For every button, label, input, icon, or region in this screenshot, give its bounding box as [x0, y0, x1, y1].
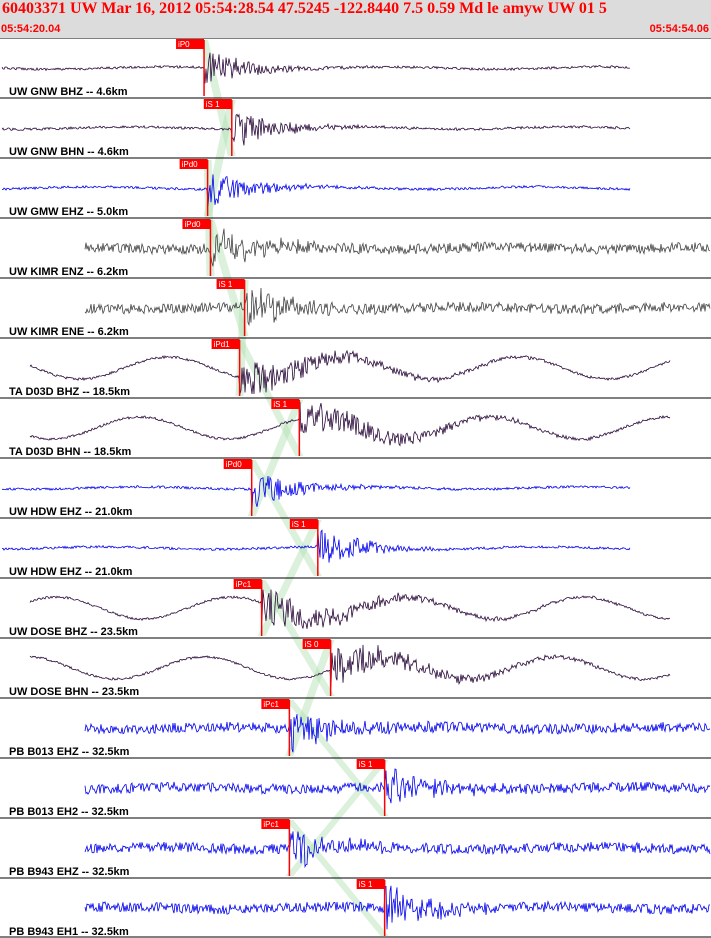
phase-pick-tag: [211, 339, 240, 349]
trace-station-label: PB B943 EH1 -- 32.5km: [9, 926, 129, 938]
seismogram-plot: iP0 UW GNW BHZ -- 4.6km iS 1 UW GNW BHN -- …: [0, 38, 711, 938]
seismic-trace: [84, 287, 711, 327]
phase-pick-label: iP0: [178, 40, 190, 49]
trace-station-label: UW DOSE BHN -- 23.5km: [9, 686, 139, 698]
trace-station-label: TA D03D BHN -- 18.5km: [9, 446, 131, 458]
phase-pick-label: iS 1: [359, 880, 373, 889]
phase-pick-tag: [179, 159, 208, 169]
phase-pick-tag: [223, 459, 252, 469]
seismic-trace: [84, 228, 711, 267]
seismic-trace: [29, 401, 671, 447]
trace-station-label: UW HDW EHZ -- 21.0km: [9, 506, 133, 518]
seismic-trace: [29, 589, 671, 629]
phase-pick-tag: [176, 39, 205, 49]
phase-pick-tag: [289, 519, 318, 529]
phase-pick-tag: [356, 879, 385, 889]
phase-pick-label: iPd1: [214, 340, 231, 349]
trace-station-label: PB B013 EH2 -- 32.5km: [9, 806, 129, 818]
phase-pick-label: iS 0: [305, 640, 319, 649]
trace-station-label: PB B013 EHZ -- 32.5km: [9, 746, 130, 758]
trace-station-label: UW GMW EHZ -- 5.0km: [9, 206, 128, 218]
phase-pick-tag: [271, 399, 300, 409]
phase-pick-label: iPc1: [263, 820, 279, 829]
phase-pick-tag: [233, 579, 262, 589]
phase-pick-tag: [261, 699, 290, 709]
phase-pick-label: iS 1: [206, 100, 220, 109]
phase-pick-label: iS 1: [359, 760, 373, 769]
end-time-label: 05:54:54.06: [649, 23, 709, 35]
seismic-trace: [29, 349, 671, 395]
phase-pick-tag: [182, 219, 211, 229]
trace-station-label: UW DOSE BHZ -- 23.5km: [9, 626, 138, 638]
seismic-trace: [1, 52, 630, 84]
trace-station-label: TA D03D BHZ -- 18.5km: [9, 386, 130, 398]
phase-pick-tag: [216, 279, 245, 289]
phase-pick-label: iS 1: [292, 520, 306, 529]
trace-station-label: UW KIMR ENE -- 6.2km: [9, 326, 129, 338]
phase-pick-label: iPc1: [236, 580, 252, 589]
phase-pick-label: iS 1: [273, 400, 287, 409]
trace-station-label: UW HDW EHZ -- 21.0km: [9, 566, 133, 578]
seismic-trace: [1, 529, 631, 563]
phase-pick-tag: [356, 759, 385, 769]
phase-pick-tag: [261, 819, 290, 829]
seismic-trace: [84, 768, 711, 804]
seismic-trace: [84, 714, 711, 753]
phase-pick-label: iPd0: [182, 160, 199, 169]
phase-pick-label: iPc1: [263, 700, 279, 709]
phase-pick-tag: [203, 99, 232, 109]
seismic-trace: [1, 113, 631, 146]
seismic-trace: [84, 831, 711, 869]
seismic-trace: [1, 174, 631, 207]
phase-pick-label: iPd0: [226, 460, 243, 469]
trace-station-label: UW GNW BHZ -- 4.6km: [9, 86, 128, 98]
event-title: 60403371 UW Mar 16, 2012 05:54:28.54 47.…: [2, 0, 607, 17]
trace-station-label: UW KIMR ENZ -- 6.2km: [9, 266, 128, 278]
header-bar: 60403371 UW Mar 16, 2012 05:54:28.54 47.…: [0, 0, 711, 38]
trace-station-label: PB B943 EHZ -- 32.5km: [9, 866, 130, 878]
phase-pick-label: iPd0: [184, 220, 201, 229]
phase-pick-label: iS 1: [219, 280, 233, 289]
seismic-trace: [29, 644, 671, 687]
phase-pick-tag: [302, 639, 331, 649]
start-time-label: 05:54:20.04: [1, 23, 61, 35]
seismic-trace: [1, 475, 631, 510]
seismic-trace: [84, 885, 711, 930]
trace-station-label: UW GNW BHN -- 4.6km: [9, 146, 129, 158]
